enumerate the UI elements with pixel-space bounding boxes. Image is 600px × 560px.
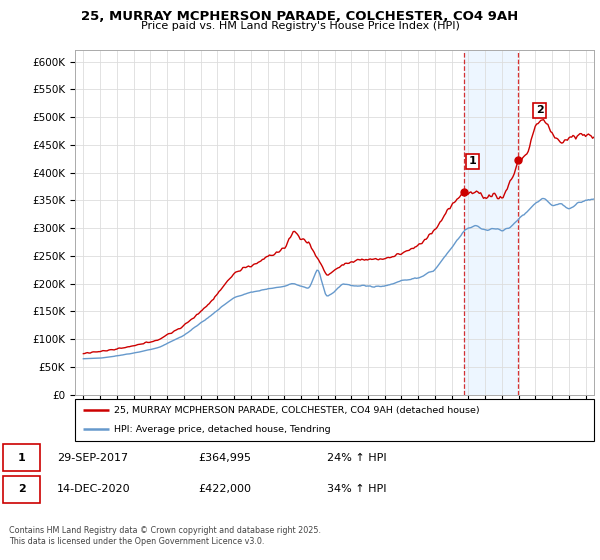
Text: 1: 1 — [18, 452, 25, 463]
Text: 29-SEP-2017: 29-SEP-2017 — [57, 452, 128, 463]
Text: 2: 2 — [536, 105, 544, 115]
Text: £422,000: £422,000 — [198, 484, 251, 494]
Text: 2: 2 — [18, 484, 25, 494]
Bar — [464, 50, 518, 395]
Text: Contains HM Land Registry data © Crown copyright and database right 2025.
This d: Contains HM Land Registry data © Crown c… — [9, 526, 321, 546]
FancyBboxPatch shape — [3, 476, 40, 502]
Text: 14-DEC-2020: 14-DEC-2020 — [57, 484, 131, 494]
Text: 24% ↑ HPI: 24% ↑ HPI — [327, 452, 386, 463]
Text: 25, MURRAY MCPHERSON PARADE, COLCHESTER, CO4 9AH: 25, MURRAY MCPHERSON PARADE, COLCHESTER,… — [82, 10, 518, 23]
Text: Price paid vs. HM Land Registry's House Price Index (HPI): Price paid vs. HM Land Registry's House … — [140, 21, 460, 31]
Text: HPI: Average price, detached house, Tendring: HPI: Average price, detached house, Tend… — [114, 425, 331, 434]
Text: 1: 1 — [469, 156, 476, 166]
FancyBboxPatch shape — [75, 399, 594, 441]
FancyBboxPatch shape — [3, 444, 40, 471]
Text: £364,995: £364,995 — [198, 452, 251, 463]
Text: 34% ↑ HPI: 34% ↑ HPI — [327, 484, 386, 494]
Text: 25, MURRAY MCPHERSON PARADE, COLCHESTER, CO4 9AH (detached house): 25, MURRAY MCPHERSON PARADE, COLCHESTER,… — [114, 406, 479, 415]
